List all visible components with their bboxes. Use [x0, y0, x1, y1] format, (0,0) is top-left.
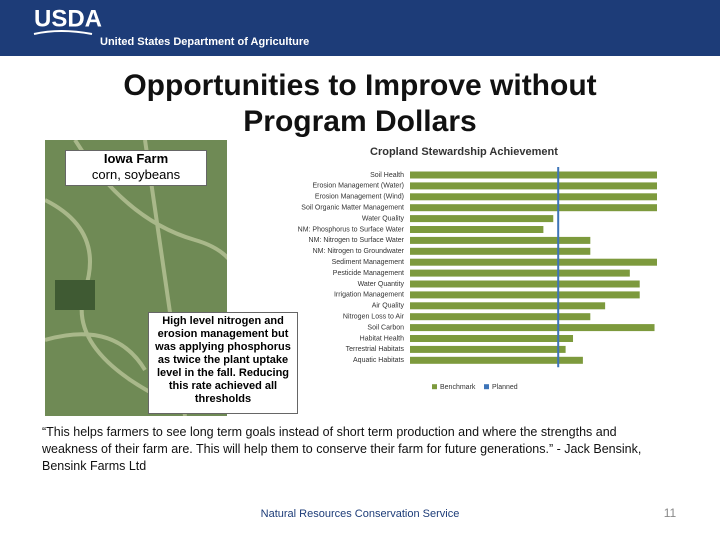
logo: USDA: [34, 5, 102, 32]
category-label: NM: Nitrogen to Surface Water: [309, 237, 405, 244]
bar: [410, 258, 657, 266]
bar: [410, 335, 574, 342]
quote: “This helps farmers to see long term goa…: [42, 425, 642, 473]
bar: [410, 247, 591, 255]
bar: [410, 215, 554, 223]
photo-woods: [55, 280, 95, 310]
category-label: Habitat Health: [360, 335, 404, 342]
chart: Cropland Stewardship Achievement Soil He…: [298, 146, 657, 390]
bar: [410, 345, 566, 353]
bar: [410, 313, 591, 321]
slide-title: Opportunities to Improve without Program…: [123, 69, 597, 138]
category-label: Soil Organic Matter Management: [301, 205, 404, 212]
bar: [410, 356, 583, 364]
category-label: Erosion Management (Wind): [315, 194, 404, 201]
category-label: Irrigation Management: [334, 292, 404, 299]
bar: [410, 193, 657, 201]
page-number: 11: [663, 506, 677, 520]
bar: [410, 269, 630, 277]
photo-label-subtitle: corn, soybeans: [91, 167, 181, 182]
bar: [410, 226, 544, 233]
callout: High level nitrogen and erosion manageme…: [148, 312, 298, 414]
footer: Natural Resources Conservation Service: [260, 508, 460, 520]
legend-label: Planned: [492, 384, 518, 390]
category-label: NM: Nitrogen to Groundwater: [313, 248, 405, 255]
agency-name: United States Department of Agriculture: [100, 36, 309, 48]
bar: [410, 291, 640, 299]
category-label: Pesticide Management: [333, 270, 404, 277]
legend-swatch: [484, 384, 489, 390]
category-label: Erosion Management (Water): [312, 183, 404, 190]
bar: [410, 204, 657, 212]
bar: [410, 171, 657, 179]
category-label: Nitrogen Loss to Air: [343, 314, 405, 321]
bar: [410, 182, 657, 190]
category-label: Aquatic Habitats: [353, 357, 404, 364]
farm-photo: [45, 140, 227, 416]
header-band: USDA United States Department of Agricul…: [0, 0, 720, 56]
header-bg: [0, 0, 720, 56]
category-label: Sediment Management: [332, 259, 404, 266]
bar: [410, 324, 655, 332]
photo-label: Iowa Farm corn, soybeans: [65, 150, 207, 186]
category-label: NM: Phosphorus to Surface Water: [298, 226, 405, 233]
category-label: Water Quantity: [358, 281, 405, 288]
bar: [410, 302, 606, 310]
legend-swatch: [432, 384, 437, 390]
legend-label: Benchmark: [440, 384, 476, 390]
logo-swoosh: [33, 30, 93, 35]
category-label: Soil Health: [370, 172, 404, 179]
bar: [410, 236, 591, 244]
photo-label-title: Iowa Farm: [103, 151, 169, 166]
category-label: Air Quality: [372, 303, 405, 310]
bar: [410, 280, 640, 288]
category-label: Terrestrial Habitats: [346, 346, 405, 353]
category-label: Soil Carbon: [367, 324, 404, 331]
chart-title: Cropland Stewardship Achievement: [370, 146, 558, 158]
category-label: Water Quality: [362, 215, 405, 222]
